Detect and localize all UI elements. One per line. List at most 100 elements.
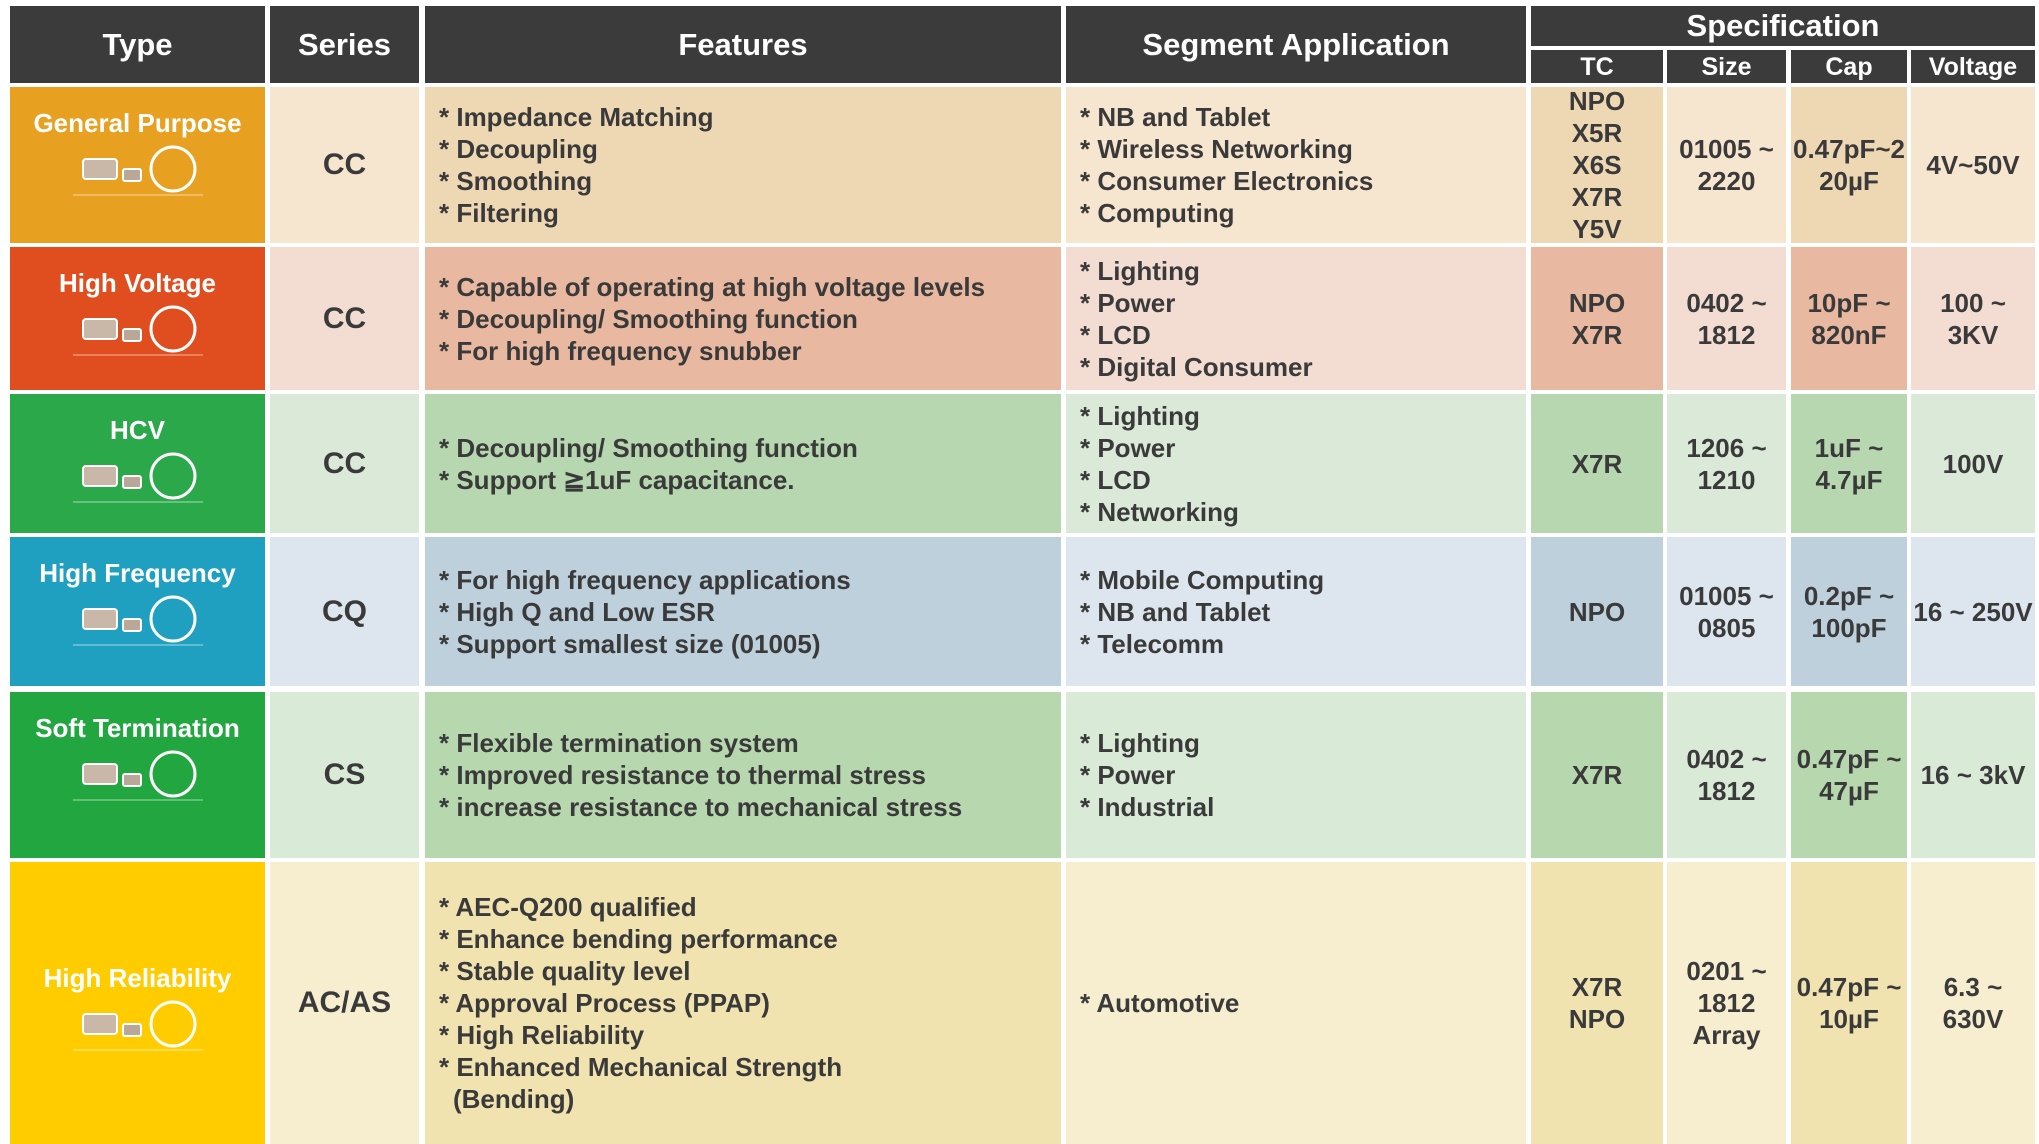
- cell-text: * Lighting: [1080, 255, 1200, 286]
- cell-text: NPO: [1568, 287, 1626, 318]
- voltage-cell: 100V: [1911, 394, 2035, 533]
- header-cell: Segment Application: [1066, 6, 1526, 83]
- cell-text: * Approval Process (PPAP): [439, 988, 770, 1018]
- voltage-cell: 100 ~3KV: [1911, 247, 2035, 390]
- size-cell: 0402 ~1812: [1667, 247, 1786, 390]
- cell-text: Soft Termination: [35, 713, 240, 743]
- cell-text: 0.47pF~2: [1792, 134, 1905, 164]
- cap-cell: 10pF ~820nF: [1791, 247, 1907, 390]
- cell-text: 0805: [1697, 612, 1756, 643]
- cell-text: * LCD: [1080, 319, 1151, 350]
- cell-text: * Computing: [1080, 198, 1235, 228]
- features-cell: * Decoupling/ Smoothing function * Suppor…: [425, 394, 1061, 533]
- features-cell: * AEC-Q200 qualified * Enhance bending pe…: [425, 862, 1061, 1144]
- cell-text: * LCD: [1080, 464, 1151, 495]
- type-cell: High Reliability: [10, 862, 265, 1144]
- voltage-cell: 4V~50V: [1911, 87, 2035, 243]
- cell-text: 10µF: [1819, 1004, 1879, 1034]
- cell-text: 100V: [1942, 448, 2004, 479]
- segment-cell: * Mobile Computing * NB and Tablet * Telec…: [1066, 537, 1526, 686]
- voltage-cell: 16 ~ 3kV: [1911, 692, 2035, 858]
- tc-cell: X7R: [1531, 394, 1663, 533]
- cell-text: Type: [102, 26, 173, 62]
- type-icon: [72, 595, 203, 646]
- type-cell: High Frequency: [10, 537, 265, 686]
- cell-text: 3KV: [1947, 319, 1999, 350]
- cell-text: NPO: [1568, 87, 1626, 116]
- header-cell: Series: [270, 6, 419, 83]
- cell-text: Features: [678, 26, 808, 62]
- cell-text: High Frequency: [39, 558, 236, 588]
- cell-text: 20µF: [1819, 166, 1879, 196]
- cell-text: Segment Application: [1142, 26, 1450, 62]
- features-cell: * Impedance Matching * Decoupling * Smooth…: [425, 87, 1061, 243]
- cell-text: AC/AS: [297, 986, 392, 1019]
- cell-text: CQ: [322, 594, 367, 628]
- cell-text: * NB and Tablet: [1080, 102, 1271, 132]
- cell-text: 16 ~ 3kV: [1920, 760, 2026, 790]
- voltage-cell: 16 ~ 250V: [1911, 537, 2035, 686]
- cell-text: Cap: [1825, 52, 1873, 81]
- cell-text: * Telecomm: [1080, 628, 1225, 659]
- cell-text: 1210: [1697, 464, 1756, 495]
- cell-text: * Filtering: [439, 198, 559, 228]
- type-cell: Soft Termination: [10, 692, 265, 858]
- cell-text: X5R: [1571, 118, 1623, 148]
- header-cell: Specification: [1531, 6, 2035, 46]
- tc-cell: NPO: [1531, 537, 1663, 686]
- cell-text: TC: [1580, 52, 1614, 81]
- cell-text: 100pF: [1811, 612, 1887, 643]
- cell-text: * Improved resistance to thermal stress: [439, 760, 926, 790]
- cell-text: * Power: [1080, 760, 1176, 790]
- cell-text: * For high frequency applications: [439, 564, 851, 595]
- cell-text: * AEC-Q200 qualified: [439, 892, 697, 922]
- cell-text: X7R: [1571, 972, 1623, 1002]
- cell-text: 10pF ~: [1807, 287, 1891, 318]
- cell-text: Array: [1692, 1020, 1761, 1050]
- header-cell: Features: [425, 6, 1061, 83]
- cap-cell: 0.2pF ~100pF: [1791, 537, 1907, 686]
- size-cell: 0402 ~1812: [1667, 692, 1786, 858]
- cell-text: High Reliability: [43, 963, 232, 993]
- cell-text: 16 ~ 250V: [1913, 596, 2033, 627]
- type-cell: High Voltage: [10, 247, 265, 390]
- cell-text: 0402 ~: [1686, 287, 1767, 318]
- cell-text: * For high frequency snubber: [439, 335, 802, 366]
- cell-text: CC: [322, 446, 367, 480]
- voltage-cell: 6.3 ~630V: [1911, 862, 2035, 1144]
- cell-text: HCV: [110, 415, 165, 445]
- cell-text: * Lighting: [1080, 400, 1200, 431]
- cell-text: NPO: [1568, 1004, 1626, 1034]
- cap-cell: 1uF ~4.7µF: [1791, 394, 1907, 533]
- cell-text: * Stable quality level: [439, 956, 691, 986]
- type-cell: HCV: [10, 394, 265, 533]
- tc-cell: X7R NPO: [1531, 862, 1663, 1144]
- cell-text: * Support ≧1uF capacitance.: [439, 464, 795, 495]
- cell-text: 100 ~: [1940, 287, 2006, 318]
- series-cell: AC/AS: [270, 862, 419, 1144]
- series-cell: CC: [270, 87, 419, 243]
- cell-text: NPO: [1568, 596, 1626, 627]
- cell-text: 1812: [1697, 319, 1756, 350]
- cell-text: 1812: [1697, 776, 1756, 806]
- tc-cell: NPO X5R X6S X7R Y5V: [1531, 87, 1663, 243]
- cell-text: * Digital Consumer: [1080, 351, 1313, 382]
- cell-text: * Smoothing: [439, 166, 593, 196]
- cell-text: Specification: [1686, 8, 1880, 43]
- cell-text: * Support smallest size (01005): [439, 628, 821, 659]
- cell-text: * High Q and Low ESR: [439, 596, 715, 627]
- cell-text: X7R: [1571, 760, 1623, 790]
- cell-text: 630V: [1942, 1004, 2004, 1034]
- cell-text: CS: [323, 758, 366, 791]
- cell-text: * Lighting: [1080, 728, 1200, 758]
- cell-text: 01005 ~: [1679, 580, 1774, 611]
- cell-text: X7R: [1571, 448, 1623, 479]
- cell-text: * Decoupling/ Smoothing function: [439, 303, 858, 334]
- size-cell: 1206 ~1210: [1667, 394, 1786, 533]
- cell-text: 01005 ~: [1679, 134, 1774, 164]
- cell-text: * High Reliability: [439, 1020, 645, 1050]
- cell-text: * Wireless Networking: [1080, 134, 1353, 164]
- type-icon: [72, 145, 203, 196]
- cell-text: X7R: [1571, 319, 1623, 350]
